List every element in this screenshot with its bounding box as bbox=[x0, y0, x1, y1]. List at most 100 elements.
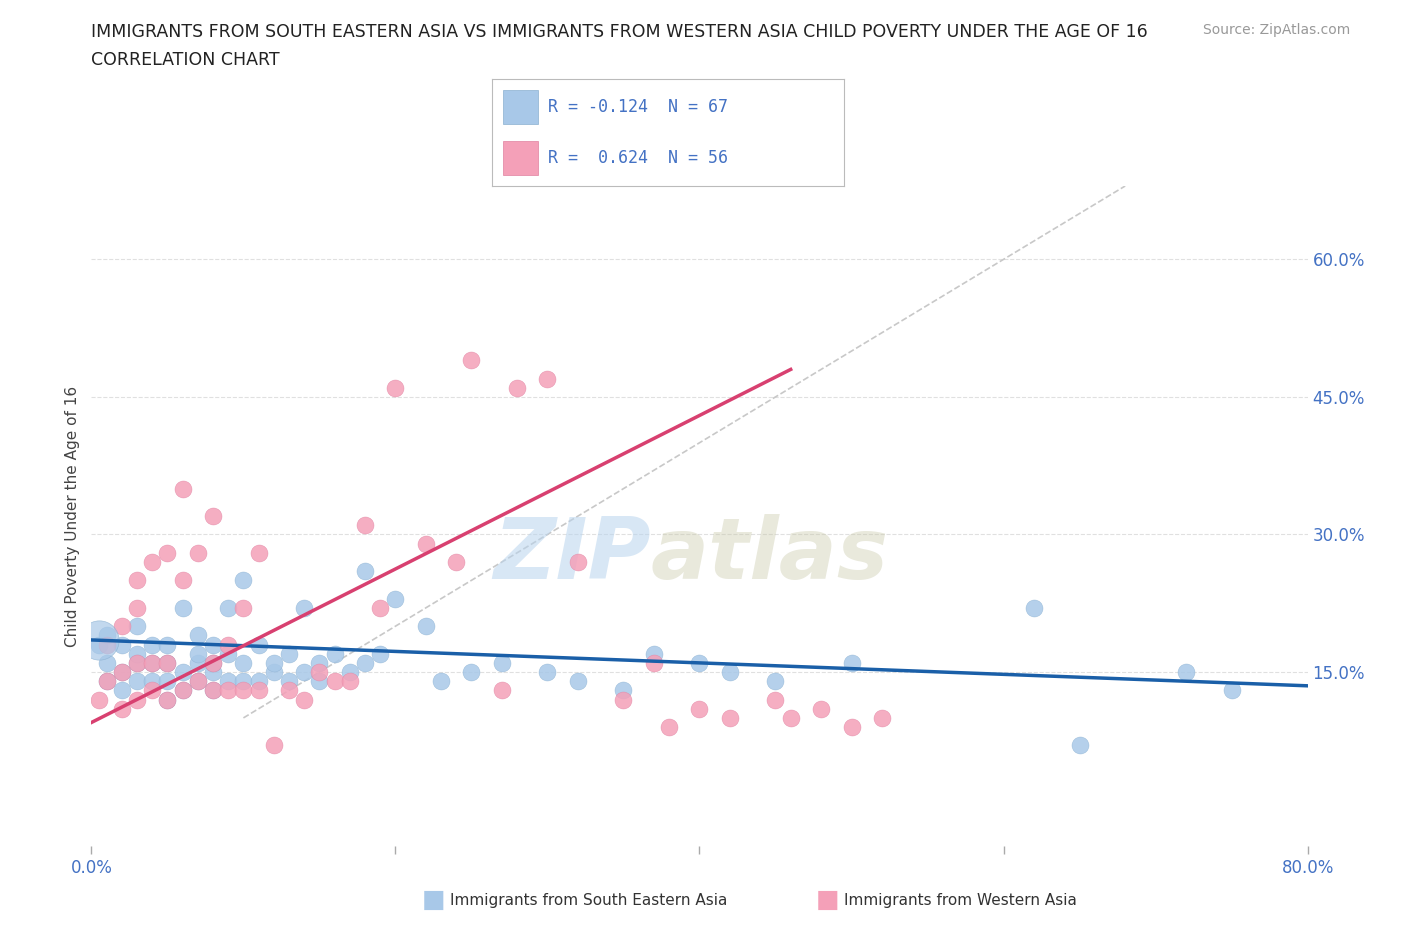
Point bbox=[718, 665, 741, 680]
Text: Immigrants from South Eastern Asia: Immigrants from South Eastern Asia bbox=[450, 893, 727, 908]
Point bbox=[111, 618, 134, 633]
Point bbox=[232, 683, 254, 698]
Point bbox=[323, 674, 346, 689]
Point bbox=[1174, 665, 1197, 680]
Point bbox=[187, 674, 209, 689]
Text: CORRELATION CHART: CORRELATION CHART bbox=[91, 51, 280, 69]
Text: ■: ■ bbox=[815, 888, 839, 912]
Point bbox=[247, 683, 270, 698]
Point bbox=[308, 656, 330, 671]
Point bbox=[658, 720, 681, 735]
Point bbox=[263, 738, 285, 753]
Point bbox=[308, 665, 330, 680]
Point bbox=[232, 656, 254, 671]
Point bbox=[202, 637, 225, 652]
Point bbox=[172, 665, 194, 680]
Point bbox=[156, 674, 179, 689]
Point bbox=[278, 646, 301, 661]
Text: ZIP: ZIP bbox=[494, 514, 651, 597]
Point bbox=[384, 591, 406, 606]
Point bbox=[841, 720, 863, 735]
Bar bbox=[503, 89, 537, 124]
Point bbox=[156, 637, 179, 652]
Point bbox=[111, 637, 134, 652]
Point bbox=[567, 554, 589, 569]
Text: atlas: atlas bbox=[651, 514, 889, 597]
Point bbox=[125, 646, 148, 661]
Point bbox=[354, 656, 377, 671]
Point bbox=[688, 701, 710, 716]
Point bbox=[612, 692, 634, 707]
Point bbox=[217, 646, 239, 661]
Bar bbox=[503, 141, 537, 175]
Point bbox=[460, 665, 482, 680]
Point bbox=[141, 674, 163, 689]
Point bbox=[415, 537, 437, 551]
Point bbox=[125, 601, 148, 616]
Point bbox=[308, 674, 330, 689]
Point bbox=[217, 601, 239, 616]
Point bbox=[688, 656, 710, 671]
Point bbox=[536, 371, 558, 386]
Point bbox=[765, 692, 787, 707]
Point bbox=[172, 481, 194, 496]
Point bbox=[156, 656, 179, 671]
Point bbox=[810, 701, 832, 716]
Point bbox=[96, 637, 118, 652]
Point bbox=[444, 554, 467, 569]
Point bbox=[354, 564, 377, 578]
Point bbox=[125, 656, 148, 671]
Point bbox=[172, 683, 194, 698]
Point bbox=[96, 674, 118, 689]
Point bbox=[278, 674, 301, 689]
Text: ■: ■ bbox=[422, 888, 446, 912]
Point bbox=[232, 674, 254, 689]
Point bbox=[870, 711, 893, 725]
Point bbox=[368, 646, 391, 661]
Point bbox=[125, 656, 148, 671]
Point bbox=[156, 692, 179, 707]
Point bbox=[202, 656, 225, 671]
Point bbox=[354, 518, 377, 533]
Point bbox=[202, 665, 225, 680]
Point bbox=[141, 656, 163, 671]
Point bbox=[460, 352, 482, 367]
Point bbox=[187, 674, 209, 689]
Point bbox=[643, 656, 665, 671]
Point bbox=[1022, 601, 1045, 616]
Text: IMMIGRANTS FROM SOUTH EASTERN ASIA VS IMMIGRANTS FROM WESTERN ASIA CHILD POVERTY: IMMIGRANTS FROM SOUTH EASTERN ASIA VS IM… bbox=[91, 23, 1149, 41]
Text: Immigrants from Western Asia: Immigrants from Western Asia bbox=[844, 893, 1077, 908]
Point bbox=[125, 618, 148, 633]
Point bbox=[125, 674, 148, 689]
Point bbox=[491, 683, 513, 698]
Point bbox=[247, 674, 270, 689]
Y-axis label: Child Poverty Under the Age of 16: Child Poverty Under the Age of 16 bbox=[65, 386, 80, 646]
Point bbox=[172, 683, 194, 698]
Point bbox=[202, 683, 225, 698]
Point bbox=[141, 554, 163, 569]
Point bbox=[156, 692, 179, 707]
Point bbox=[779, 711, 801, 725]
Text: R = -0.124  N = 67: R = -0.124 N = 67 bbox=[548, 98, 728, 116]
Point bbox=[718, 711, 741, 725]
Point bbox=[232, 601, 254, 616]
Point bbox=[339, 674, 361, 689]
Point bbox=[111, 665, 134, 680]
Point bbox=[202, 509, 225, 524]
Point bbox=[141, 656, 163, 671]
Point bbox=[217, 683, 239, 698]
Text: R =  0.624  N = 56: R = 0.624 N = 56 bbox=[548, 149, 728, 167]
Point bbox=[96, 656, 118, 671]
Point bbox=[506, 380, 529, 395]
Point bbox=[87, 637, 110, 652]
Point bbox=[217, 637, 239, 652]
Point bbox=[339, 665, 361, 680]
Point bbox=[87, 692, 110, 707]
Point bbox=[292, 665, 315, 680]
Point bbox=[111, 683, 134, 698]
Point bbox=[263, 665, 285, 680]
Point bbox=[1220, 683, 1243, 698]
Point bbox=[141, 683, 163, 698]
Point bbox=[87, 632, 110, 647]
Point bbox=[172, 573, 194, 588]
